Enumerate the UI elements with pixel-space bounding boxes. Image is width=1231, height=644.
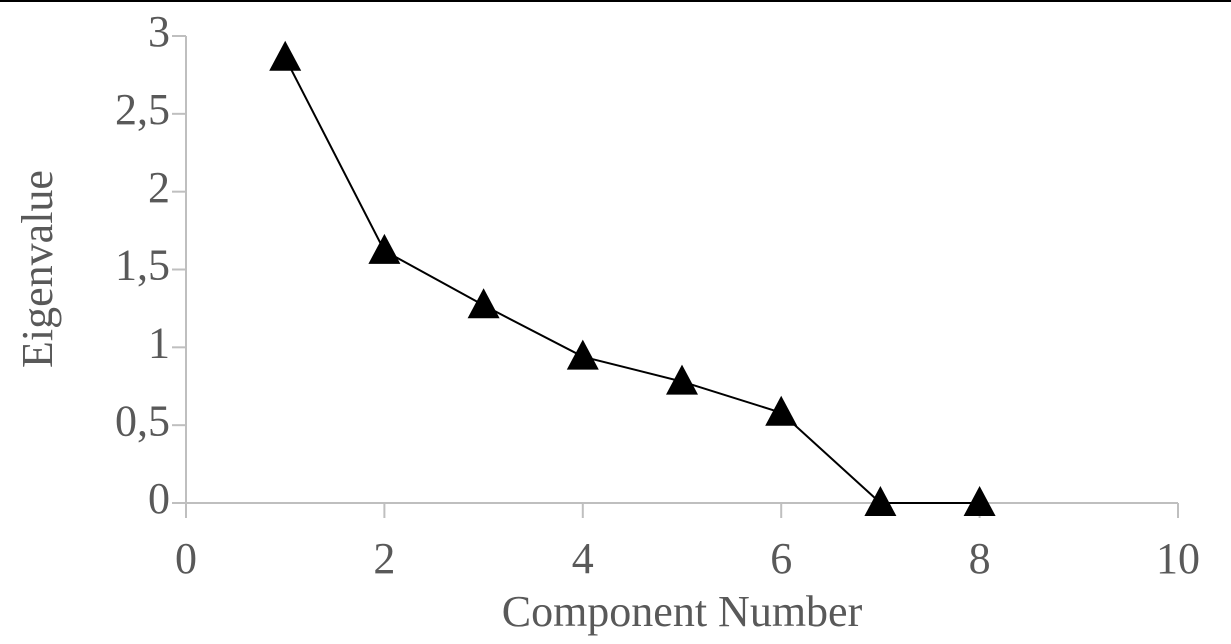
marker <box>864 486 897 516</box>
y-tick-label: 0 <box>148 474 170 523</box>
marker <box>666 364 698 395</box>
x-tick-label: 6 <box>770 534 792 583</box>
y-tick-label: 0,5 <box>115 396 170 445</box>
marker <box>467 288 500 319</box>
y-axis-title: Eigenvalue <box>13 170 62 368</box>
marker <box>765 395 798 426</box>
y-tick-label: 1 <box>148 318 170 367</box>
y-tick-label: 3 <box>148 7 170 56</box>
marker <box>269 40 302 71</box>
x-tick-label: 4 <box>572 534 594 583</box>
y-tick-label: 2,5 <box>115 85 170 134</box>
x-tick-label: 2 <box>373 534 395 583</box>
y-tick-label: 2 <box>148 163 170 212</box>
marker <box>963 486 996 516</box>
x-tick-label: 10 <box>1156 534 1200 583</box>
x-axis-title: Component Number <box>502 587 863 636</box>
marker <box>566 339 599 370</box>
marker <box>368 233 401 264</box>
x-tick-label: 0 <box>175 534 197 583</box>
series-line <box>284 57 980 504</box>
x-tick-label: 8 <box>969 534 991 583</box>
y-tick-label: 1,5 <box>115 241 170 290</box>
